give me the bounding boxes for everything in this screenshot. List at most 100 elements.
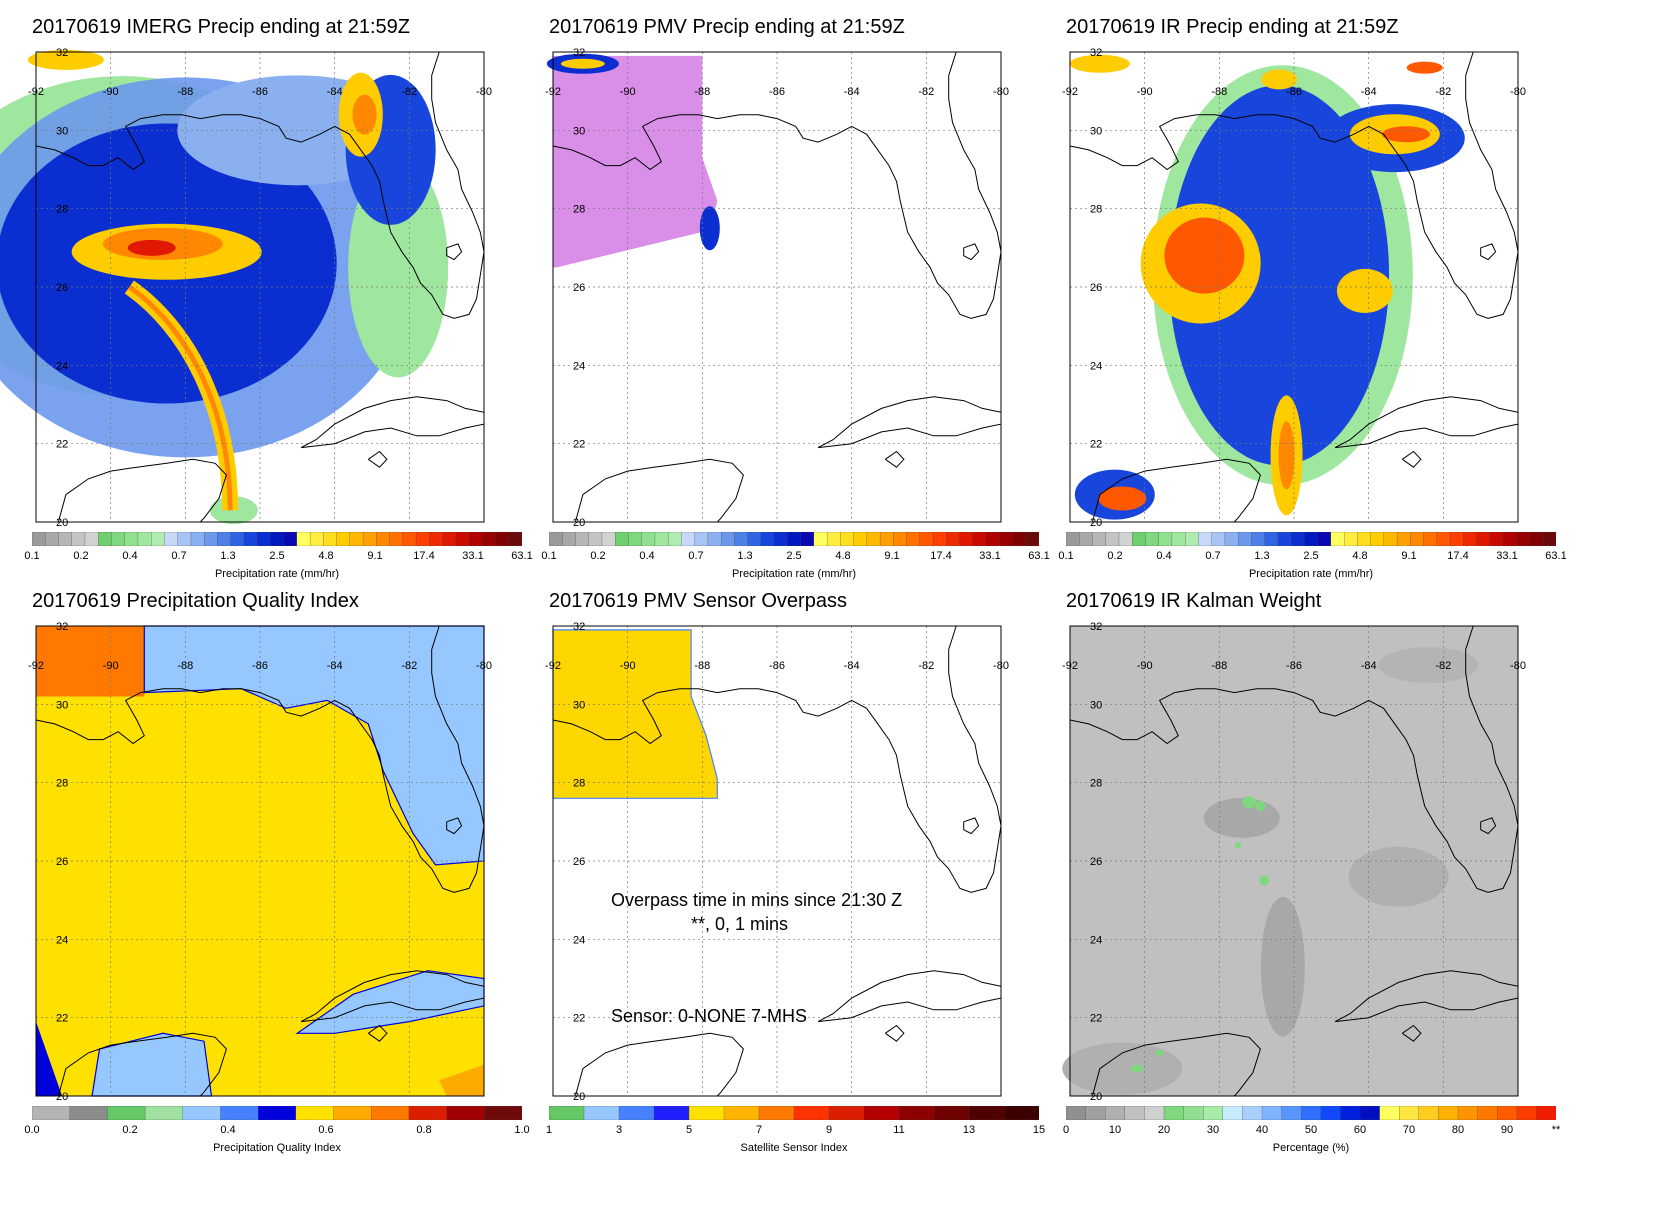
panel-title: 20170619 PMV Sensor Overpass [549, 590, 847, 612]
lat-label: 20 [56, 517, 68, 529]
colorbar-swatch [1449, 532, 1464, 546]
colorbar-swatch [84, 532, 99, 546]
colorbar-tick: 33.1 [462, 550, 484, 562]
colorbar-swatch [1489, 532, 1504, 546]
lon-label: -92 [28, 660, 44, 672]
colorbar-ticks: 0.1 0.2 0.4 0.7 1.3 2.5 4.8 9.1 17.4 33.1 63.1 [541, 550, 1049, 564]
colorbar-swatch [151, 532, 166, 546]
colorbar-swatch [1132, 532, 1147, 546]
colorbar-swatch [1542, 532, 1556, 546]
colorbar-swatch [1396, 532, 1411, 546]
colorbar-tick: 0.4 [220, 1124, 236, 1136]
colorbar-swatch [826, 532, 842, 546]
colorbar-swatch [336, 532, 351, 546]
lon-label: -82 [1435, 660, 1451, 672]
colorbar-tick: 3 [615, 1124, 623, 1136]
colorbar-tick: 17.4 [413, 550, 435, 562]
colorbar-swatch [1340, 1106, 1361, 1120]
map-ir: -92 -90 -88 -86 -84 -82 -80 32 30 28 26 24 22 20 [1062, 47, 1526, 529]
colorbar-swatch [1476, 532, 1491, 546]
colorbar-swatch [694, 532, 709, 546]
colorbar-swatch [137, 532, 152, 546]
colorbar-swatch [71, 532, 86, 546]
colorbar-swatch [1105, 532, 1120, 546]
colorbar-tick: 2.5 [269, 550, 285, 562]
lat-label: 24 [56, 934, 68, 946]
colorbar-tick: 0.4 [639, 550, 655, 562]
colorbar-swatch [402, 532, 417, 546]
map-pmv: -92 -90 -88 -86 -84 -82 -80 32 30 28 26 24 22 20 [545, 47, 1009, 529]
colorbar-ir [1066, 532, 1556, 546]
colorbar-swatch [1359, 1106, 1381, 1120]
panel-title: 20170619 IMERG Precip ending at 21:59Z [32, 16, 411, 38]
colorbar-swatch [879, 532, 894, 546]
colorbar-tick: 17.4 [930, 550, 952, 562]
colorbar-swatch [69, 1106, 109, 1120]
colorbar-tick: 0.1 [24, 550, 40, 562]
colorbar-swatch [932, 532, 947, 546]
colorbar-kalman [1066, 1106, 1556, 1120]
colorbar-swatch [654, 532, 669, 546]
colorbar-swatch [906, 532, 921, 546]
colorbar-swatch [124, 532, 139, 546]
colorbar-tick: 4.8 [1352, 550, 1368, 562]
colorbar-tick: 4.8 [835, 550, 851, 562]
colorbar-swatch [1264, 532, 1279, 546]
colorbar-tick: 0.7 [1205, 550, 1221, 562]
colorbar-tick: 1.3 [1254, 550, 1270, 562]
colorbar-swatch [1438, 1106, 1459, 1120]
colorbar-swatch [495, 532, 510, 546]
colorbar-swatch [58, 532, 73, 546]
colorbar-swatch [107, 1106, 146, 1120]
colorbar-tick: 33.1 [1496, 550, 1518, 562]
colorbar-pmv [549, 532, 1039, 546]
colorbar-tick: 1.3 [737, 550, 753, 562]
colorbar-tick: 9.1 [884, 550, 900, 562]
colorbar-tick: 90 [1500, 1124, 1514, 1136]
lat-label: 24 [1090, 360, 1102, 372]
lat-label: 22 [1090, 439, 1102, 451]
colorbar-swatch [408, 1106, 448, 1120]
colorbar-swatch [893, 532, 908, 546]
map-imerg: -92 -90 -88 -86 -84 -82 -80 32 30 28 26 24 22 20 [0, 47, 492, 529]
lon-label: -84 [844, 660, 860, 672]
colorbar-swatch [1203, 1106, 1224, 1120]
colorbar-swatch [999, 532, 1014, 546]
overpass-time-text: Overpass time in mins since 21:30 Z [611, 890, 903, 910]
colorbar-swatch [1003, 1106, 1039, 1120]
colorbar-swatch [256, 532, 272, 546]
colorbar-swatch [349, 532, 364, 546]
colorbar-swatch [1418, 1106, 1440, 1120]
lon-label: -80 [476, 86, 492, 98]
lat-label: 22 [56, 439, 68, 451]
colorbar-ticks: 0.0 0.2 0.4 0.6 0.8 1.0 [24, 1124, 529, 1138]
colorbar-swatch [1105, 1106, 1126, 1120]
colorbar-tick: 17.4 [1447, 550, 1469, 562]
colorbar-swatch [1477, 1106, 1498, 1120]
colorbar-swatch [1301, 1106, 1322, 1120]
colorbar-swatch [1012, 532, 1027, 546]
lon-label: -86 [1286, 660, 1302, 672]
lon-label: -92 [28, 86, 44, 98]
panel-ir: 20170619 IR Precip ending at 21:59Z -92-… [1058, 14, 1604, 604]
lon-label: -86 [1286, 86, 1302, 98]
panel-kalman: 20170619 IR Kalman Weight -92 -90 -88 -86 -8… [1062, 588, 1604, 1178]
colorbar-swatch [793, 1106, 830, 1120]
lat-label: 20 [1090, 517, 1102, 529]
lat-label: 20 [573, 1091, 585, 1103]
colorbar-swatch [688, 1106, 725, 1120]
lat-label: 24 [573, 360, 585, 372]
lon-label: -80 [1510, 86, 1526, 98]
lat-label: 22 [56, 1013, 68, 1025]
colorbar-swatch [1516, 532, 1531, 546]
lon-label: -82 [918, 660, 934, 672]
colorbar-swatch [1529, 532, 1544, 546]
colorbar-swatch [1320, 1106, 1342, 1120]
colorbar-swatch [32, 1106, 71, 1120]
colorbar-ticks: 0 10 20 30 40 50 60 70 80 90 ** [1063, 1124, 1560, 1138]
colorbar-swatch [177, 532, 192, 546]
colorbar-swatch [562, 532, 577, 546]
colorbar-tick: 10 [1108, 1124, 1122, 1136]
colorbar-swatch [111, 532, 126, 546]
colorbar-tick: 0.0 [24, 1124, 40, 1136]
